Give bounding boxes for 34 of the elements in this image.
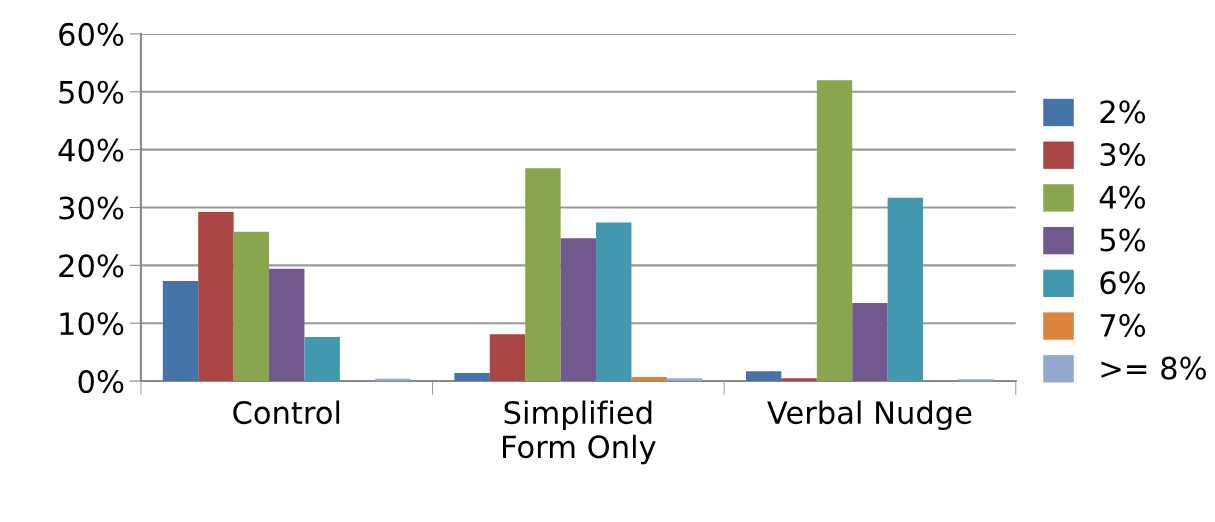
bar (781, 378, 817, 382)
legend-label: 5% (1100, 228, 1146, 252)
bar (489, 334, 526, 382)
y-tick-label: 30% (59, 196, 124, 220)
bar (198, 212, 234, 382)
bar (887, 197, 924, 382)
y-tick-label: 10% (60, 312, 124, 336)
y-tick-label: 20% (59, 254, 124, 278)
bar (746, 371, 782, 382)
y-tick-label: 60% (59, 22, 124, 46)
bar (304, 337, 340, 382)
x-tick-label: Verbal Nudge (767, 400, 972, 431)
bar (852, 302, 888, 382)
bar (596, 222, 632, 382)
bar (269, 268, 305, 382)
bar (631, 377, 667, 382)
bar (454, 372, 490, 382)
bar (816, 80, 853, 382)
bar (560, 238, 597, 382)
legend-label: 2% (1100, 100, 1146, 124)
legend-label: 6% (1100, 271, 1146, 295)
legend-label: 7% (1100, 313, 1146, 337)
bar (666, 378, 703, 382)
y-tick-label: 0% (78, 369, 124, 394)
legend-label: 3% (1100, 142, 1146, 167)
bar (233, 231, 270, 382)
bar (525, 168, 561, 382)
x-tick-label: Simplified Form Only (503, 400, 656, 465)
y-tick-label: 50% (59, 80, 124, 104)
legend-label: >= 8% (1101, 356, 1206, 380)
x-tick-label: Control (233, 400, 340, 425)
legend-label: 4% (1099, 185, 1146, 209)
bar (162, 280, 199, 382)
y-tick-label: 40% (58, 138, 124, 162)
